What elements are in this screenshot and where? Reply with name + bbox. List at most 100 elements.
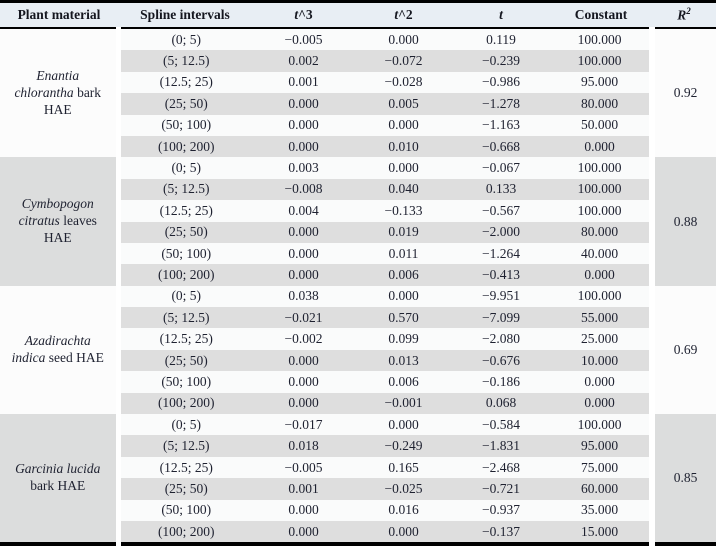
coefficient-t-cell: −2.468 bbox=[452, 456, 550, 479]
coefficient-t2-cell: 0.016 bbox=[355, 499, 452, 521]
plant-latin-name: Garcinia lucida bbox=[15, 461, 101, 477]
constant-cell: 15.000 bbox=[550, 520, 652, 545]
spline-interval-cell: (100; 200) bbox=[118, 264, 252, 286]
coefficient-t-cell: −0.413 bbox=[452, 264, 550, 286]
constant-cell: 0.000 bbox=[550, 392, 652, 415]
plant-name-suffix: bark HAE bbox=[43, 84, 102, 117]
constant-cell: 80.000 bbox=[550, 93, 652, 115]
constant-cell: 100.000 bbox=[550, 28, 652, 51]
plant-name-suffix: bark HAE bbox=[30, 478, 86, 494]
coefficient-t-cell: −9.951 bbox=[452, 285, 550, 308]
constant-cell: 0.000 bbox=[550, 135, 652, 158]
r-squared-cell: 0.69 bbox=[649, 285, 716, 415]
constant-cell: 100.000 bbox=[550, 157, 652, 179]
coefficient-t2-cell: 0.165 bbox=[355, 456, 452, 479]
constant-cell: 60.000 bbox=[550, 478, 652, 500]
spline-interval-cell: (50; 100) bbox=[118, 499, 252, 521]
coefficient-t3-cell: 0.000 bbox=[252, 135, 355, 158]
table-row: Cymbopogon citratus leaves HAE (0; 5) 0.00… bbox=[0, 157, 716, 286]
header-plant-material: Plant material bbox=[0, 1, 118, 29]
spline-interval-cell: (12.5; 25) bbox=[118, 328, 252, 350]
coefficient-t-cell: −0.137 bbox=[452, 520, 550, 545]
coefficient-t-cell: 0.119 bbox=[452, 28, 550, 51]
coefficient-t2-cell: 0.006 bbox=[355, 371, 452, 393]
spline-interval-cell: (0; 5) bbox=[118, 414, 252, 436]
r-squared-cell: 0.85 bbox=[649, 414, 716, 545]
coefficient-t-cell: 0.068 bbox=[452, 392, 550, 415]
table-row: (5; 12.5) −0.021 0.570 −7.099 55.000 bbox=[0, 307, 716, 329]
coefficient-t3-cell: −0.017 bbox=[252, 414, 355, 436]
table-row: (100; 200) 0.000 0.010 −0.668 0.000 bbox=[0, 135, 716, 158]
coefficient-t2-cell: 0.000 bbox=[355, 520, 452, 545]
table-row: (12.5; 25) −0.005 0.165 −2.468 75.000 bbox=[0, 456, 716, 479]
plant-material-cell: Azadirachta indica seed HAE bbox=[0, 285, 121, 415]
header-constant: Constant bbox=[550, 1, 652, 29]
constant-cell: 0.000 bbox=[550, 264, 652, 286]
coefficient-t3-cell: 0.000 bbox=[252, 264, 355, 286]
coefficient-t3-cell: 0.000 bbox=[252, 499, 355, 521]
constant-cell: 75.000 bbox=[550, 456, 652, 479]
coefficient-t-cell: −0.676 bbox=[452, 349, 550, 372]
coefficient-t-cell: −1.831 bbox=[452, 435, 550, 457]
spline-interval-cell: (0; 5) bbox=[118, 28, 252, 51]
coefficient-t-cell: −7.099 bbox=[452, 307, 550, 329]
coefficient-t3-cell: 0.003 bbox=[252, 157, 355, 179]
spline-interval-cell: (25; 50) bbox=[118, 93, 252, 115]
table-row: Garcinia lucida bark HAE (0; 5) −0.017 0.00… bbox=[0, 414, 716, 545]
coefficient-t-cell: −0.186 bbox=[452, 371, 550, 393]
table-row: (25; 50) 0.000 0.019 −2.000 80.000 bbox=[0, 221, 716, 243]
coefficient-t2-cell: 0.010 bbox=[355, 135, 452, 158]
table-row: (50; 100) 0.000 0.000 −1.163 50.000 bbox=[0, 114, 716, 136]
coefficient-t-cell: −1.163 bbox=[452, 114, 550, 136]
spline-interval-cell: (12.5; 25) bbox=[118, 200, 252, 222]
table-row: (100; 200) 0.000 0.000 −0.137 15.000 bbox=[0, 520, 716, 545]
coefficient-t3-cell: 0.000 bbox=[252, 349, 355, 372]
header-t-squared: t^2 bbox=[355, 1, 452, 29]
spline-interval-cell: (25; 50) bbox=[118, 478, 252, 500]
spline-interval-cell: (50; 100) bbox=[118, 114, 252, 136]
header-t: t bbox=[452, 1, 550, 29]
spline-interval-cell: (50; 100) bbox=[118, 371, 252, 393]
coefficient-t2-cell: 0.005 bbox=[355, 93, 452, 115]
plant-material-cell: Enantia chlorantha bark HAE bbox=[0, 28, 121, 158]
coefficient-t3-cell: 0.000 bbox=[252, 221, 355, 243]
header-spline-intervals: Spline intervals bbox=[118, 1, 252, 29]
coefficient-t2-cell: −0.133 bbox=[355, 200, 452, 222]
spline-interval-cell: (0; 5) bbox=[118, 285, 252, 308]
coefficient-t-cell: −0.986 bbox=[452, 71, 550, 94]
coefficient-t2-cell: −0.001 bbox=[355, 392, 452, 415]
table-row: Azadirachta indica seed HAE (0; 5) 0.038 0.… bbox=[0, 285, 716, 415]
plant-latin-name: Cymbopogon citratus bbox=[18, 196, 94, 229]
coefficient-t2-cell: −0.072 bbox=[355, 50, 452, 72]
coefficient-t-cell: −0.584 bbox=[452, 414, 550, 436]
plant-latin-name: Enantia chlorantha bbox=[14, 67, 80, 100]
table-row: (12.5; 25) −0.002 0.099 −2.080 25.000 bbox=[0, 328, 716, 350]
coefficient-t-cell: −0.937 bbox=[452, 499, 550, 521]
constant-cell: 55.000 bbox=[550, 307, 652, 329]
header-t-cubed: t^3 bbox=[252, 1, 355, 29]
constant-cell: 0.000 bbox=[550, 371, 652, 393]
coefficient-t3-cell: −0.002 bbox=[252, 328, 355, 350]
coefficient-t-cell: −2.080 bbox=[452, 328, 550, 350]
table-row: (25; 50) 0.000 0.013 −0.676 10.000 bbox=[0, 349, 716, 372]
constant-cell: 80.000 bbox=[550, 221, 652, 243]
spline-interval-cell: (5; 12.5) bbox=[118, 307, 252, 329]
constant-cell: 10.000 bbox=[550, 349, 652, 372]
coefficient-t3-cell: −0.005 bbox=[252, 28, 355, 51]
spline-interval-cell: (5; 12.5) bbox=[118, 50, 252, 72]
constant-cell: 95.000 bbox=[550, 435, 652, 457]
coefficient-t3-cell: −0.008 bbox=[252, 178, 355, 201]
spline-interval-cell: (5; 12.5) bbox=[118, 435, 252, 457]
r-squared-cell: 0.92 bbox=[649, 28, 716, 158]
coefficient-t3-cell: 0.000 bbox=[252, 520, 355, 545]
constant-cell: 95.000 bbox=[550, 71, 652, 94]
constant-cell: 40.000 bbox=[550, 242, 652, 265]
coefficient-t3-cell: 0.000 bbox=[252, 114, 355, 136]
constant-cell: 35.000 bbox=[550, 499, 652, 521]
table-row: (50; 100) 0.000 0.011 −1.264 40.000 bbox=[0, 242, 716, 265]
coefficient-t3-cell: 0.000 bbox=[252, 371, 355, 393]
header-r-squared: R2 bbox=[652, 1, 716, 29]
table-row: (12.5; 25) 0.004 −0.133 −0.567 100.000 bbox=[0, 200, 716, 222]
table-row: (5; 12.5) 0.018 −0.249 −1.831 95.000 bbox=[0, 435, 716, 457]
